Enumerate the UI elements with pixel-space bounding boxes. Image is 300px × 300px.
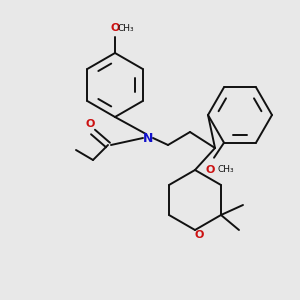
Text: O: O: [85, 119, 95, 129]
Text: CH₃: CH₃: [217, 165, 234, 174]
Text: O: O: [110, 23, 120, 33]
Text: N: N: [143, 131, 153, 145]
Text: O: O: [205, 165, 215, 175]
Text: CH₃: CH₃: [118, 24, 135, 33]
Text: O: O: [194, 230, 204, 240]
